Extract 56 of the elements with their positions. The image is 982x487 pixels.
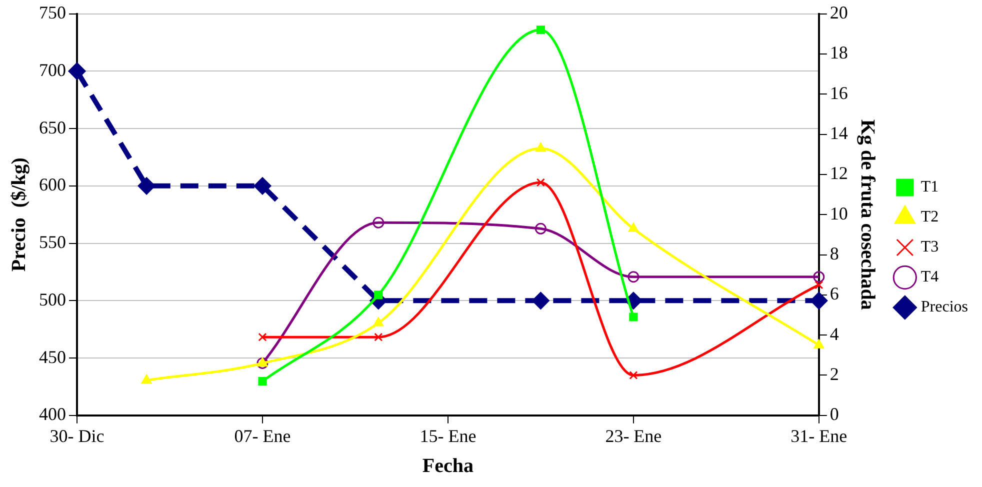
- point: [629, 312, 638, 322]
- y2-tick-label: 16: [830, 82, 848, 103]
- y2-tick-label: 14: [830, 123, 848, 144]
- y-tick-label: 450: [39, 346, 66, 367]
- point: [258, 376, 267, 386]
- y2-tick-label: 4: [830, 324, 839, 344]
- legend-label: T2: [920, 208, 939, 226]
- legend-label: T4: [920, 268, 939, 286]
- legend-label: T1: [920, 178, 939, 196]
- legend-label: T3: [920, 238, 939, 256]
- point: [372, 216, 384, 228]
- y2-tick-label: 6: [830, 284, 839, 304]
- y-tick-label: 600: [39, 174, 66, 195]
- y-tick-label: 550: [39, 232, 66, 252]
- point: [373, 317, 384, 326]
- point: [814, 339, 824, 348]
- x-tick-label: 30- Dic: [50, 426, 104, 446]
- point: [814, 280, 824, 290]
- y-tick-label: 500: [39, 289, 66, 310]
- y2-tick-label: 20: [830, 2, 848, 23]
- y2-axis-title: Kg de fruta cosechada: [856, 119, 879, 310]
- x-tick-label: 23- Ene: [605, 426, 662, 446]
- y-tick-label: 750: [39, 2, 66, 23]
- point: [374, 290, 383, 300]
- point: [534, 222, 546, 234]
- point: [68, 62, 86, 80]
- y-tick-label: 650: [39, 117, 66, 138]
- y2-tick-label: 12: [830, 163, 848, 184]
- y2-tick-label: 8: [830, 243, 839, 264]
- point: [628, 222, 639, 232]
- y-tick-label: 700: [39, 60, 66, 80]
- point: [810, 292, 828, 310]
- point: [374, 332, 383, 342]
- point: [536, 26, 545, 34]
- y2-tick-label: 2: [830, 364, 839, 384]
- point: [536, 178, 545, 187]
- x-tick-label: 07- Ene: [234, 426, 291, 446]
- y2-tick-label: 18: [830, 42, 848, 63]
- y2-tick-label: 0: [830, 404, 839, 424]
- point: [258, 332, 267, 342]
- point: [141, 374, 152, 384]
- x-tick-label: 31- Ene: [790, 426, 848, 446]
- point: [254, 177, 272, 195]
- y-tick-label: 400: [39, 404, 66, 424]
- point: [138, 177, 156, 195]
- legend-label: Precios: [920, 298, 968, 316]
- point: [257, 357, 268, 366]
- point: [536, 142, 546, 152]
- y-axis-title: Precio ($/kg): [8, 158, 30, 272]
- point: [813, 271, 825, 283]
- x-axis-title: Fecha: [422, 455, 474, 478]
- point: [629, 370, 638, 380]
- point: [628, 271, 640, 283]
- x-tick-label: 15- Ene: [420, 426, 476, 446]
- point: [256, 357, 268, 369]
- y2-tick-label: 10: [830, 203, 848, 224]
